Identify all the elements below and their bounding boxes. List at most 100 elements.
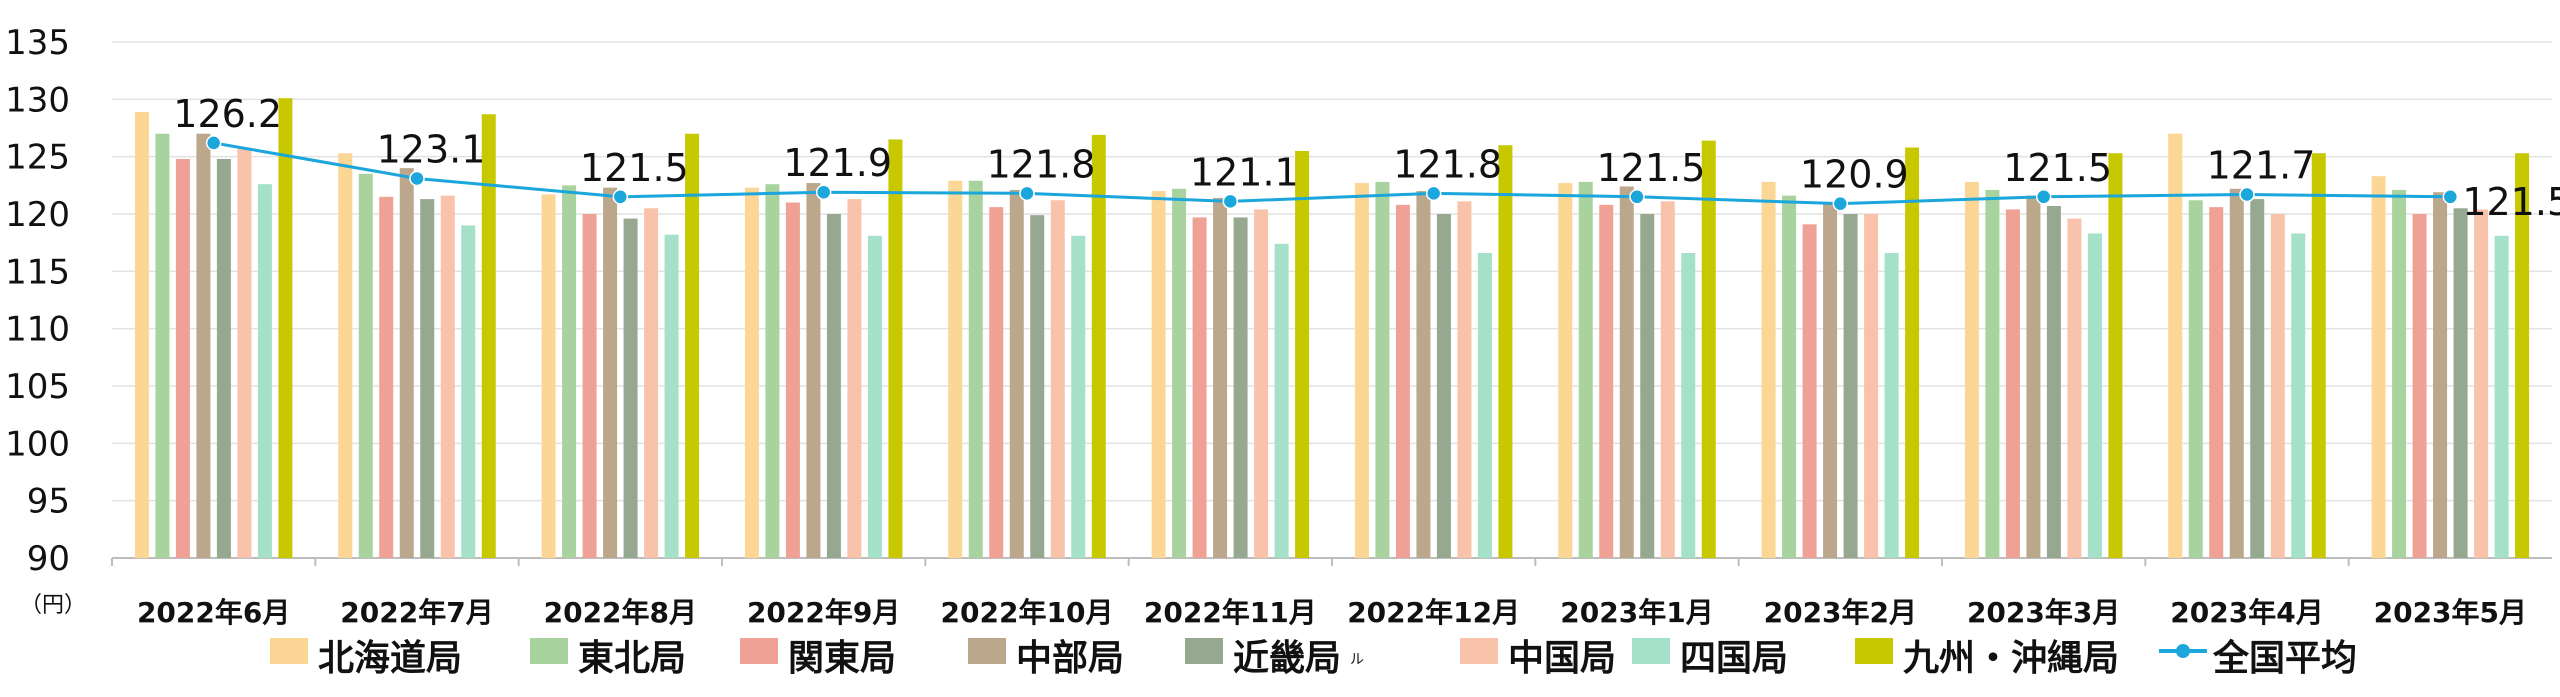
bar (2412, 214, 2427, 558)
average-data-label: 121.1 (1190, 150, 1299, 194)
x-tick-label: 2022年11月 (1144, 596, 1317, 629)
bar (481, 114, 496, 559)
legend-swatch (1855, 638, 1893, 664)
bar (461, 225, 476, 558)
average-point (409, 170, 425, 187)
bar (603, 187, 618, 559)
average-data-label: 121.9 (783, 141, 892, 185)
y-tick-label: 90 (27, 539, 70, 579)
average-point (2442, 189, 2459, 205)
average-point (815, 184, 832, 200)
bar (1151, 191, 1166, 559)
legend-label: 東北局 (578, 638, 686, 679)
bar (2250, 199, 2265, 559)
bar (2494, 235, 2509, 558)
bar (216, 158, 231, 558)
x-tick-label: 2022年10月 (941, 596, 1114, 629)
bar (806, 183, 821, 559)
bar (1701, 140, 1716, 558)
bar (2087, 233, 2102, 558)
bar (2515, 153, 2530, 558)
bar (1640, 214, 1655, 558)
average-point (1832, 195, 1849, 212)
legend: 北海道局 東北局 関東局 中部局 近畿局 中国局 四国局 九州・沖縄局 全国平均 ル (270, 637, 2357, 679)
average-point (205, 135, 222, 151)
bar (1619, 186, 1634, 559)
y-tick-label: 105 (5, 367, 70, 407)
bar (1905, 147, 1920, 558)
legend-swatch (530, 638, 568, 664)
bar (257, 184, 272, 559)
legend-swatch (1185, 638, 1223, 664)
bar (1660, 201, 1675, 559)
bar (1457, 201, 1472, 559)
bar (237, 147, 252, 558)
bar (623, 218, 638, 558)
legend-swatch (270, 638, 308, 664)
legend-swatch (968, 638, 1006, 664)
bar (2209, 207, 2224, 558)
bar (1884, 252, 1899, 558)
y-tick-label: 125 (5, 138, 70, 178)
bar (541, 194, 556, 559)
average-point (612, 189, 629, 205)
bar (2392, 189, 2407, 559)
bar (2067, 218, 2082, 558)
bar (1843, 214, 1858, 558)
bars (134, 98, 2530, 559)
bar (2371, 176, 2386, 558)
bar (1254, 209, 1269, 558)
bar (2291, 233, 2306, 558)
bar (155, 133, 170, 558)
bar (562, 185, 577, 559)
average-data-label: 123.1 (377, 127, 486, 171)
bar (685, 133, 700, 558)
y-tick-label: 130 (5, 80, 70, 120)
legend-line-marker (2176, 644, 2190, 658)
bar (1030, 215, 1045, 558)
x-tick-label: 2022年9月 (747, 596, 900, 629)
average-point (1425, 185, 1442, 202)
bar (644, 208, 659, 558)
bar (1558, 183, 1573, 559)
average-line (205, 135, 2459, 212)
bar (440, 195, 455, 559)
bar (379, 196, 394, 559)
bar (2108, 153, 2123, 558)
legend-label: 四国局 (1680, 638, 1788, 679)
y-tick-label: 135 (5, 23, 70, 63)
average-data-label: 121.5 (2003, 146, 2112, 190)
bar (989, 207, 1004, 558)
bar (134, 111, 149, 559)
bar (1864, 214, 1879, 558)
x-tick-label: 2022年6月 (137, 596, 290, 629)
legend-label: 九州・沖縄局 (1903, 638, 2119, 679)
bar (278, 98, 293, 558)
legend-label: 関東局 (788, 638, 896, 679)
bar (1578, 181, 1593, 559)
bar (1802, 224, 1817, 558)
bar (888, 139, 903, 558)
bar (1091, 134, 1106, 558)
bar (338, 153, 353, 558)
bar (1192, 217, 1207, 558)
bar (2005, 209, 2020, 558)
bar (785, 202, 800, 559)
average-point (1629, 189, 1645, 205)
bar (582, 214, 597, 558)
x-tick-label: 2023年2月 (1764, 596, 1917, 629)
bar (1050, 200, 1065, 559)
bar (968, 180, 983, 558)
average-point (2035, 189, 2052, 205)
y-tick-label: 95 (27, 482, 70, 522)
bar (826, 214, 841, 558)
gridlines (112, 41, 2552, 559)
bar (1599, 204, 1614, 558)
bar (1416, 191, 1431, 559)
bar (175, 158, 190, 558)
bar (1375, 181, 1390, 559)
average-data-label: 121.8 (987, 142, 1096, 186)
bar (399, 168, 414, 558)
